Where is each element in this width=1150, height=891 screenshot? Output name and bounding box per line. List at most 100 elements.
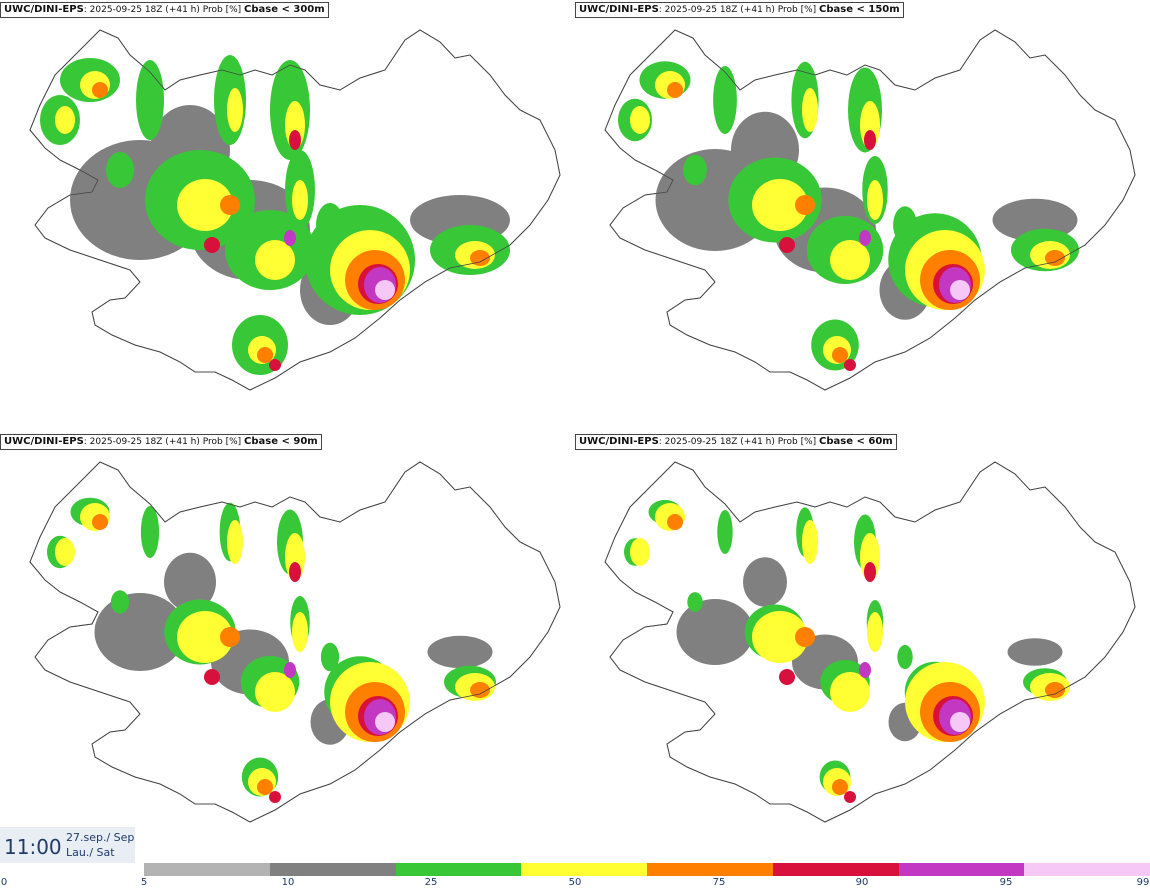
run-info: : 2025-09-25 18Z (+41 h) Prob [%] bbox=[658, 5, 817, 15]
probability-area bbox=[269, 359, 281, 371]
probability-area bbox=[795, 195, 815, 215]
colorbar-segment bbox=[521, 863, 647, 876]
model-name: UWC/DINI-EPS bbox=[579, 436, 659, 447]
probability-area bbox=[269, 791, 281, 803]
iceland-coastline-outline bbox=[604, 461, 1136, 823]
probability-area bbox=[177, 611, 233, 663]
probability-area bbox=[255, 240, 295, 280]
probability-area bbox=[375, 280, 395, 300]
colorbar-segment bbox=[898, 863, 1025, 876]
model-name: UWC/DINI-EPS bbox=[579, 4, 659, 15]
probability-area bbox=[864, 130, 876, 150]
probability-area bbox=[752, 611, 808, 663]
probability-area bbox=[864, 562, 876, 582]
probability-area bbox=[284, 230, 296, 246]
probability-area bbox=[92, 514, 108, 530]
probability-area bbox=[227, 88, 243, 132]
probability-area bbox=[470, 682, 490, 698]
probability-area bbox=[779, 669, 795, 685]
colorbar-segment bbox=[144, 863, 270, 876]
probability-area bbox=[255, 672, 295, 712]
probability-area bbox=[204, 237, 220, 253]
colorbar-tick: 95 bbox=[999, 877, 1013, 888]
probability-area bbox=[55, 106, 75, 134]
colorbar-tick: 10 bbox=[281, 877, 295, 888]
probability-area bbox=[779, 237, 795, 253]
probability-area bbox=[743, 557, 787, 607]
probability-area bbox=[55, 538, 75, 566]
probability-area bbox=[1045, 682, 1065, 698]
threshold-label: Cbase < 150m bbox=[819, 4, 900, 15]
colorbar-segment bbox=[772, 863, 899, 876]
probability-area bbox=[859, 662, 871, 678]
probability-area bbox=[830, 240, 870, 280]
probability-area bbox=[683, 154, 707, 186]
iceland-map bbox=[29, 29, 561, 391]
probability-area bbox=[92, 82, 108, 98]
probability-area bbox=[427, 635, 493, 669]
probability-area bbox=[284, 662, 296, 678]
probability-area bbox=[316, 203, 344, 247]
iceland-coastline-outline bbox=[29, 461, 561, 823]
run-info: : 2025-09-25 18Z (+41 h) Prob [%] bbox=[658, 437, 817, 447]
panel-header: UWC/DINI-EPS: 2025-09-25 18Z (+41 h) Pro… bbox=[0, 434, 322, 450]
probability-area bbox=[950, 712, 970, 732]
probability-area bbox=[470, 250, 490, 266]
probability-area bbox=[1007, 638, 1063, 666]
iceland-coastline-outline bbox=[29, 29, 561, 391]
probability-area bbox=[110, 590, 130, 614]
threshold-label: Cbase < 60m bbox=[819, 436, 893, 447]
probability-area bbox=[667, 82, 683, 98]
probability-area bbox=[667, 514, 683, 530]
probability-area bbox=[289, 130, 301, 150]
probability-area bbox=[830, 672, 870, 712]
probability-area bbox=[802, 520, 818, 564]
valid-time: 11:00 bbox=[4, 835, 62, 859]
probability-area bbox=[867, 612, 883, 652]
panel-header: UWC/DINI-EPS: 2025-09-25 18Z (+41 h) Pro… bbox=[575, 2, 904, 18]
panel-header: UWC/DINI-EPS: 2025-09-25 18Z (+41 h) Pro… bbox=[575, 434, 897, 450]
probability-area bbox=[950, 280, 970, 300]
probability-area bbox=[106, 152, 134, 188]
probability-area bbox=[832, 347, 848, 363]
threshold-label: Cbase < 300m bbox=[244, 4, 325, 15]
valid-time-box: 11:00 27.sep./ Sep Lau./ Sat bbox=[0, 827, 135, 863]
probability-area bbox=[832, 779, 848, 795]
probability-area bbox=[897, 644, 913, 670]
probability-area bbox=[752, 179, 808, 231]
colorbar-segment bbox=[1024, 863, 1150, 876]
colorbar-tick: 99 bbox=[1136, 877, 1150, 888]
probability-area bbox=[1045, 250, 1065, 266]
map-panel-150m: UWC/DINI-EPS: 2025-09-25 18Z (+41 h) Pro… bbox=[575, 0, 1150, 430]
valid-weekday: Lau./ Sat bbox=[66, 846, 115, 859]
run-info: : 2025-09-25 18Z (+41 h) Prob [%] bbox=[83, 437, 242, 447]
probability-area bbox=[204, 669, 220, 685]
probability-area bbox=[859, 230, 871, 246]
colorbar-tick: 90 bbox=[855, 877, 869, 888]
probability-area bbox=[630, 538, 650, 566]
map-panel-90m: UWC/DINI-EPS: 2025-09-25 18Z (+41 h) Pro… bbox=[0, 432, 575, 862]
iceland-map bbox=[604, 461, 1136, 823]
model-name: UWC/DINI-EPS bbox=[4, 4, 84, 15]
probability-area bbox=[292, 612, 308, 652]
map-panel-300m: UWC/DINI-EPS: 2025-09-25 18Z (+41 h) Pro… bbox=[0, 0, 575, 430]
panel-header: UWC/DINI-EPS: 2025-09-25 18Z (+41 h) Pro… bbox=[0, 2, 329, 18]
probability-area bbox=[220, 627, 240, 647]
colorbar-tick: 5 bbox=[140, 877, 148, 888]
probability-area bbox=[713, 66, 737, 134]
colorbar-segment bbox=[395, 863, 522, 876]
probability-area bbox=[687, 592, 703, 612]
iceland-coastline-outline bbox=[604, 29, 1136, 391]
probability-area bbox=[795, 627, 815, 647]
probability-area bbox=[717, 510, 733, 554]
probability-area bbox=[676, 599, 754, 665]
probability-area bbox=[227, 520, 243, 564]
probability-area bbox=[164, 552, 216, 612]
probability-area bbox=[867, 180, 883, 220]
probability-area bbox=[289, 562, 301, 582]
valid-date: 27.sep./ Sep bbox=[66, 831, 135, 844]
run-info: : 2025-09-25 18Z (+41 h) Prob [%] bbox=[83, 5, 242, 15]
colorbar-tick: 25 bbox=[424, 877, 438, 888]
colorbar-tick: 75 bbox=[712, 877, 726, 888]
probability-area bbox=[630, 106, 650, 134]
